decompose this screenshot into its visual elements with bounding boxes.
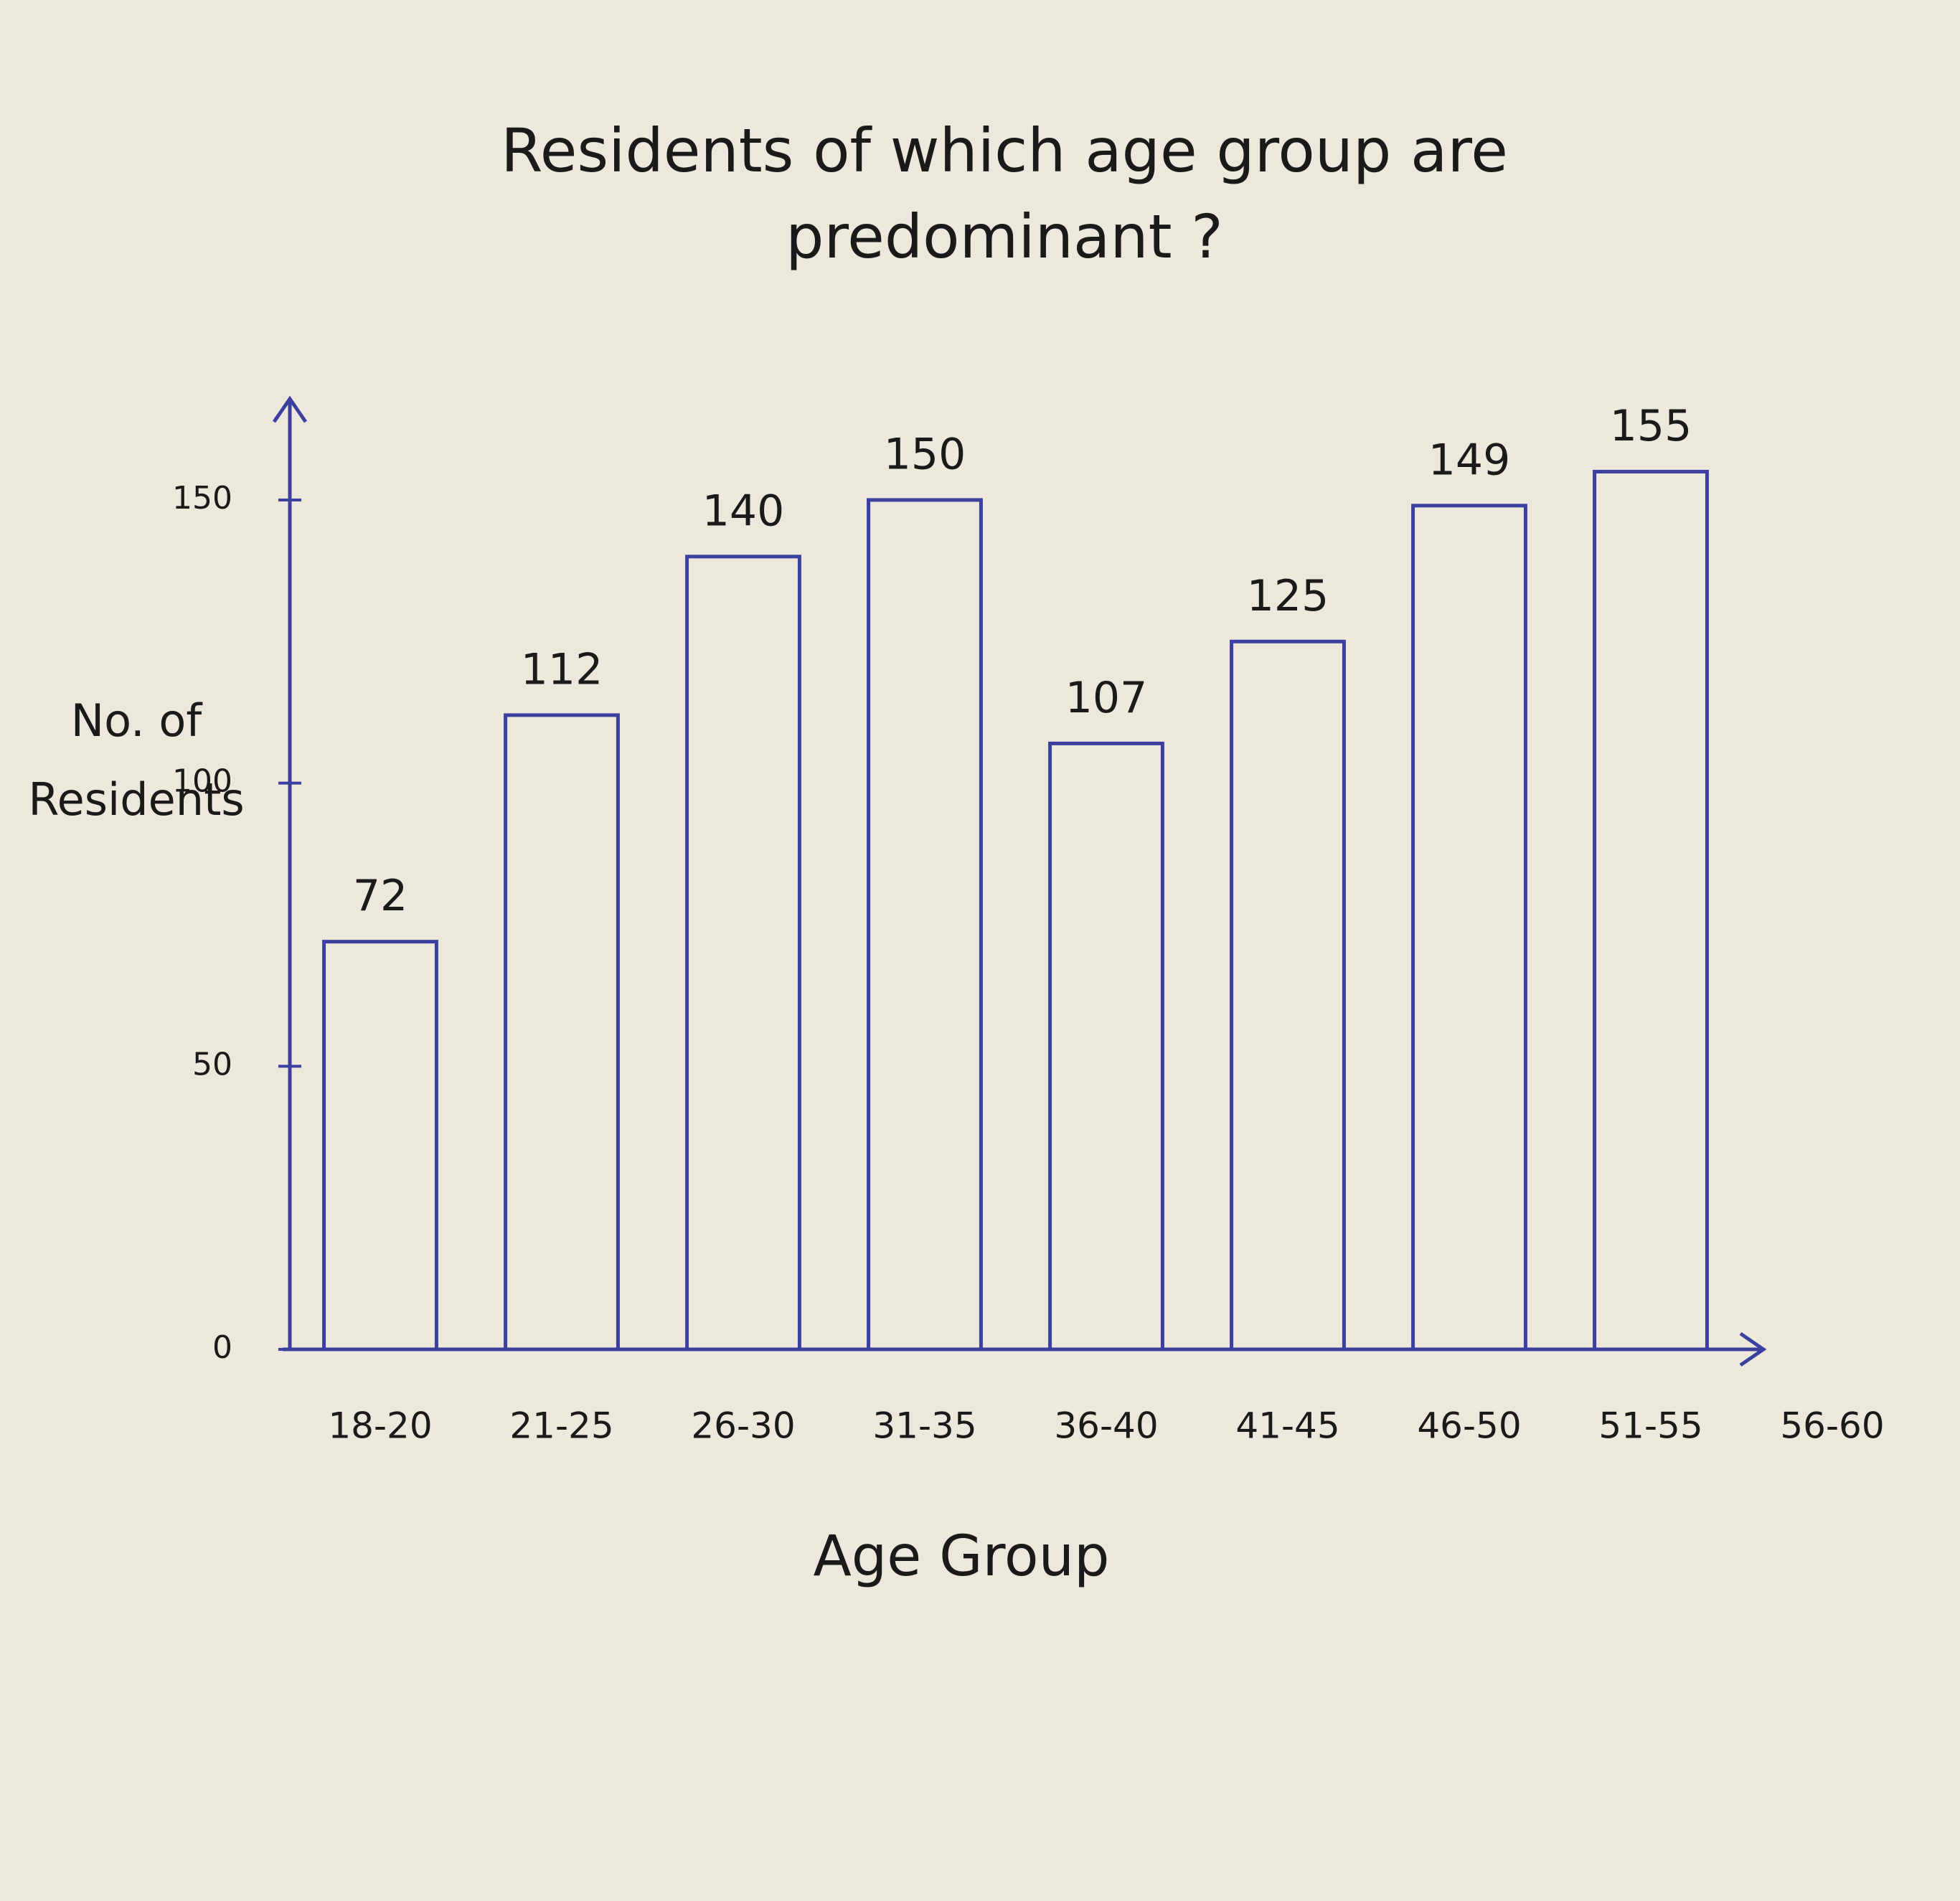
bar (1048, 741, 1164, 1352)
x-axis-arrow (1739, 1331, 1767, 1367)
bar (1230, 639, 1346, 1352)
y-tick-label: 150 (172, 480, 232, 516)
value-label: 72 (353, 871, 407, 921)
bar (1593, 469, 1709, 1352)
x-tick-label: 41-45 (1235, 1405, 1339, 1447)
value-label: 107 (1065, 673, 1148, 723)
y-axis-arrow (272, 395, 308, 423)
x-tick-label: 31-35 (872, 1405, 976, 1447)
bar (504, 713, 620, 1352)
bar (1411, 504, 1527, 1352)
value-label: 140 (702, 486, 785, 536)
bar (867, 498, 983, 1352)
x-tick-label: 21-25 (509, 1405, 613, 1447)
chart-title: Residents of which age group are predomi… (501, 115, 1508, 272)
x-tick-label: 51-55 (1598, 1405, 1702, 1447)
x-tick-label: 36-40 (1054, 1405, 1158, 1447)
x-tick-label: 26-30 (691, 1405, 795, 1447)
value-label: 125 (1247, 571, 1329, 621)
bar (322, 940, 438, 1352)
x-axis-label: Age Group (813, 1524, 1110, 1589)
value-label: 149 (1428, 435, 1511, 485)
x-tick-label: 46-50 (1417, 1405, 1521, 1447)
y-tick-label: 50 (192, 1046, 232, 1082)
y-tick-label: 0 (212, 1329, 232, 1366)
y-tick-label: 100 (172, 763, 232, 800)
x-tick-label: 56-60 (1780, 1405, 1884, 1447)
value-label: 150 (884, 430, 966, 480)
value-label: 112 (521, 644, 603, 694)
value-label: 155 (1610, 401, 1692, 451)
y-axis-label: No. of Residents (28, 694, 245, 826)
x-tick-label: 18-20 (328, 1405, 432, 1447)
bar (685, 555, 801, 1352)
